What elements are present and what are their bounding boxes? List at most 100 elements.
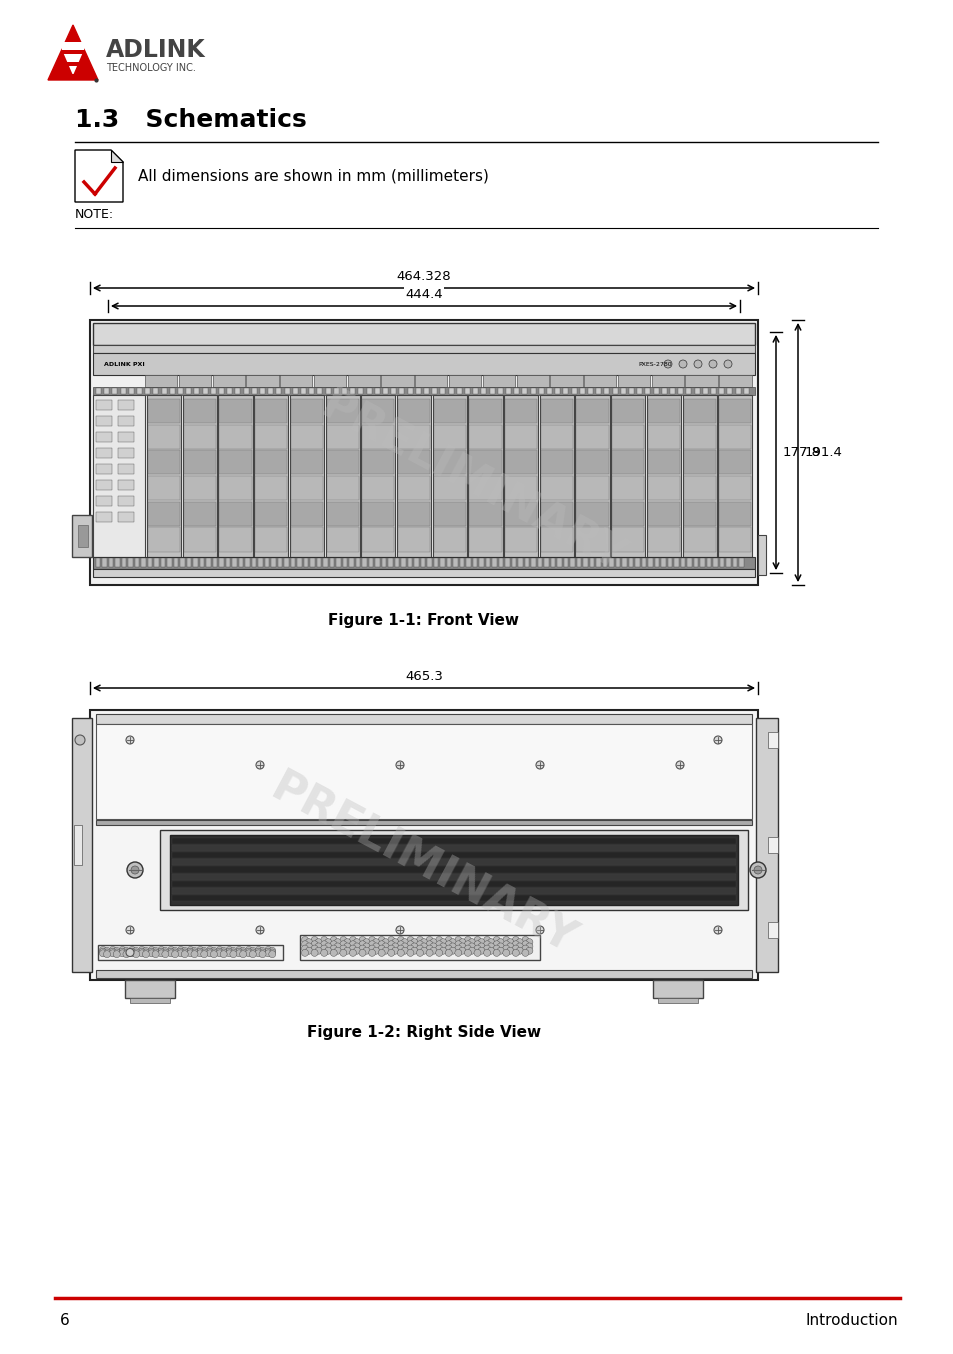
Bar bbox=[503, 395, 537, 556]
Bar bbox=[492, 558, 497, 567]
Bar bbox=[362, 527, 394, 551]
Circle shape bbox=[103, 949, 111, 956]
Circle shape bbox=[455, 945, 461, 952]
Circle shape bbox=[269, 951, 275, 957]
Bar bbox=[148, 502, 180, 525]
Circle shape bbox=[363, 938, 370, 945]
Bar bbox=[396, 395, 431, 556]
Bar bbox=[544, 558, 548, 567]
Bar bbox=[667, 558, 672, 567]
Bar bbox=[326, 527, 358, 551]
Circle shape bbox=[458, 948, 465, 955]
Circle shape bbox=[269, 949, 275, 956]
Bar bbox=[96, 448, 112, 458]
Text: 177.8: 177.8 bbox=[782, 445, 821, 459]
Bar bbox=[161, 389, 167, 394]
Circle shape bbox=[483, 937, 490, 944]
Bar bbox=[504, 425, 537, 448]
Circle shape bbox=[512, 945, 518, 952]
Circle shape bbox=[235, 948, 242, 955]
Circle shape bbox=[516, 942, 523, 951]
Bar bbox=[587, 389, 593, 394]
Bar bbox=[449, 375, 480, 387]
Bar bbox=[347, 375, 379, 387]
Circle shape bbox=[525, 948, 533, 955]
Bar bbox=[115, 558, 120, 567]
Bar bbox=[148, 451, 180, 474]
Bar bbox=[172, 873, 735, 880]
Bar bbox=[153, 389, 158, 394]
Bar bbox=[291, 451, 323, 474]
Bar bbox=[326, 425, 358, 448]
Circle shape bbox=[358, 941, 366, 948]
Bar bbox=[647, 451, 679, 474]
Bar bbox=[297, 558, 302, 567]
Bar bbox=[693, 558, 698, 567]
Bar bbox=[293, 389, 297, 394]
Bar bbox=[767, 922, 778, 938]
Bar bbox=[129, 558, 132, 567]
Circle shape bbox=[445, 937, 452, 944]
Circle shape bbox=[373, 942, 379, 951]
Circle shape bbox=[109, 951, 116, 957]
Bar bbox=[522, 389, 527, 394]
Bar bbox=[170, 389, 174, 394]
Circle shape bbox=[230, 948, 236, 955]
Bar bbox=[92, 387, 754, 395]
Bar bbox=[469, 527, 501, 551]
Circle shape bbox=[483, 949, 490, 956]
Circle shape bbox=[123, 949, 130, 956]
Bar bbox=[758, 535, 765, 575]
Circle shape bbox=[126, 926, 133, 934]
Circle shape bbox=[148, 948, 155, 955]
Bar bbox=[252, 389, 256, 394]
Bar bbox=[397, 527, 430, 551]
Bar bbox=[172, 852, 735, 858]
Bar bbox=[726, 389, 732, 394]
Circle shape bbox=[235, 946, 242, 953]
Bar bbox=[184, 527, 215, 551]
Circle shape bbox=[249, 949, 256, 956]
Bar bbox=[579, 389, 584, 394]
Circle shape bbox=[387, 941, 395, 948]
Circle shape bbox=[382, 938, 389, 945]
Circle shape bbox=[407, 937, 414, 944]
Bar bbox=[658, 998, 698, 1003]
Bar bbox=[145, 375, 177, 387]
Bar bbox=[184, 425, 215, 448]
Circle shape bbox=[506, 942, 514, 951]
Circle shape bbox=[430, 942, 436, 951]
Bar bbox=[468, 395, 502, 556]
Circle shape bbox=[132, 949, 139, 956]
Bar bbox=[448, 389, 453, 394]
Circle shape bbox=[239, 949, 247, 956]
Circle shape bbox=[377, 945, 385, 952]
Bar bbox=[540, 502, 573, 525]
Bar bbox=[92, 556, 754, 569]
Circle shape bbox=[220, 948, 227, 955]
Circle shape bbox=[411, 942, 417, 951]
Circle shape bbox=[216, 951, 223, 957]
Bar bbox=[239, 558, 243, 567]
Bar bbox=[423, 389, 429, 394]
Circle shape bbox=[245, 951, 253, 957]
Bar bbox=[434, 477, 465, 500]
Bar bbox=[362, 502, 394, 525]
Bar bbox=[473, 389, 477, 394]
Bar bbox=[504, 399, 537, 424]
Bar bbox=[375, 389, 379, 394]
Bar bbox=[246, 375, 278, 387]
Bar bbox=[96, 821, 751, 825]
Bar bbox=[612, 451, 643, 474]
Circle shape bbox=[259, 949, 266, 956]
Circle shape bbox=[157, 946, 165, 953]
Bar bbox=[173, 558, 178, 567]
Circle shape bbox=[113, 951, 120, 957]
Bar bbox=[612, 527, 643, 551]
Bar bbox=[537, 558, 542, 567]
Bar bbox=[277, 558, 282, 567]
Bar bbox=[655, 558, 659, 567]
Circle shape bbox=[353, 938, 360, 945]
Circle shape bbox=[119, 946, 126, 953]
Bar bbox=[118, 464, 133, 474]
